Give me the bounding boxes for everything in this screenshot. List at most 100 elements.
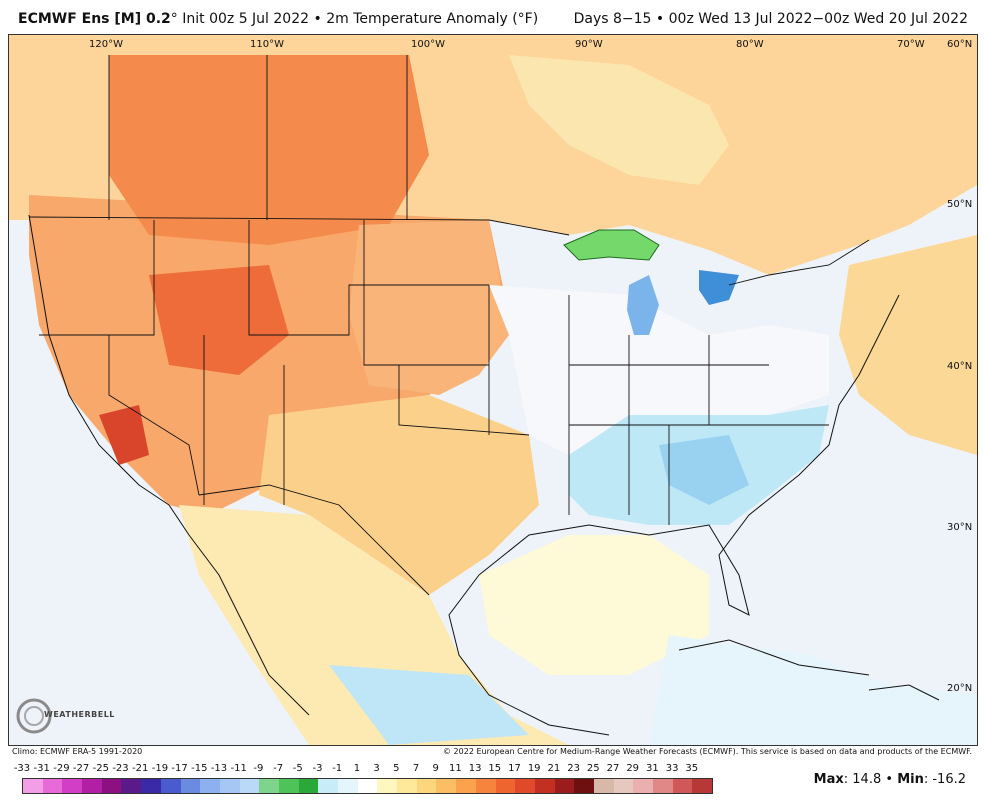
us-canada-border <box>28 216 570 236</box>
max-label: Max <box>813 772 844 787</box>
legend-swatch <box>692 779 713 793</box>
political-boundaries <box>28 55 870 596</box>
state-line-nevada <box>108 335 200 496</box>
legend-tick-label: 23 <box>567 763 580 774</box>
legend-swatch <box>534 779 555 793</box>
field-name: 2m Temperature Anomaly (°F) <box>326 11 539 27</box>
us-mexico-border <box>198 484 430 596</box>
legend-swatch <box>653 779 673 793</box>
legend-swatch <box>62 779 83 793</box>
state-line-plains <box>363 220 489 366</box>
atlantic-gulf-coast <box>478 294 900 616</box>
southeast-cooler-core <box>659 435 749 505</box>
degree-sign: ° <box>170 11 178 27</box>
lake-huron <box>699 270 739 305</box>
us-canada-border-east <box>728 239 870 286</box>
legend-swatch <box>633 779 653 793</box>
legend-tick-label: 35 <box>685 763 699 774</box>
stats-separator: • <box>885 772 894 787</box>
legend-swatch <box>554 779 575 793</box>
plains-warm-region <box>349 220 509 395</box>
state-line-nw <box>39 220 155 336</box>
legend-swatch <box>613 779 634 793</box>
legend-swatch <box>593 779 614 793</box>
legend-tick-label: 27 <box>606 763 620 774</box>
cuba-outline <box>678 639 870 676</box>
logo-text: WEATHERBELL <box>44 710 115 719</box>
legend-tick-label: -7 <box>273 763 284 774</box>
legend-tick-label: 33 <box>665 763 679 774</box>
legend-tick-label: 3 <box>373 763 380 774</box>
gulf-coast-mexico <box>448 574 610 736</box>
lake-superior <box>563 229 660 261</box>
southern-mexico-cool-region <box>329 665 529 745</box>
northeast-atlantic-warm-region <box>839 235 977 455</box>
legend-tick-label: -25 <box>92 763 109 774</box>
legend-swatch <box>357 779 378 793</box>
legend-swatch <box>239 779 260 793</box>
hispaniola-outline <box>868 684 940 701</box>
legend-tick-label: 19 <box>527 763 541 774</box>
legend-swatch <box>456 779 476 793</box>
color-legend: -33 -31 -29 -27 -25 -23 -21 -19 -17 -15 -13 -11 -9 -7… <box>14 763 714 795</box>
legend-tick-label: -3 <box>312 763 323 774</box>
legend-swatch <box>515 779 535 793</box>
legend-tick-label: -27 <box>72 763 90 774</box>
legend-tick-label: -17 <box>171 763 188 774</box>
valid-period: Days 8−15 • 00z Wed 13 Jul 2022−00z Wed … <box>573 11 968 27</box>
legend-swatch <box>259 779 279 793</box>
legend-swatch <box>377 779 398 793</box>
legend-swatch <box>318 779 338 793</box>
lat-label-30: 30°N <box>947 522 972 533</box>
great-basin-hot-region <box>149 265 289 375</box>
legend-swatch <box>200 779 220 793</box>
legend-tick-label: -29 <box>53 763 70 774</box>
legend-tick-label: -21 <box>132 763 149 774</box>
coastlines <box>28 214 940 736</box>
legend-tick-label: 29 <box>626 763 640 774</box>
legend-tick-label: -1 <box>332 763 343 774</box>
pacific-coast <box>28 214 170 506</box>
anomaly-map: 60°N 50°N 40°N 30°N 20°N 120°W 110°W 100… <box>8 34 978 746</box>
weatherbell-logo: WEATHERBELL <box>14 694 114 738</box>
northern-rockies-hot-region <box>109 55 429 245</box>
climo-note: Climo: ECMWF ERA-5 1991-2020 <box>12 747 143 756</box>
legend-swatch <box>160 779 181 793</box>
hudson-bay-region <box>509 55 729 185</box>
legend-swatch <box>574 779 594 793</box>
texas-warm-region <box>259 395 539 595</box>
min-value: -16.2 <box>932 772 966 787</box>
legend-swatch <box>298 779 319 793</box>
legend-tick-label: 21 <box>547 763 561 774</box>
legend-swatch <box>397 779 417 793</box>
legend-tick-label: 5 <box>393 763 400 774</box>
legend-swatch <box>101 779 122 793</box>
map-canvas: 60°N 50°N 40°N 30°N 20°N 120°W 110°W 100… <box>9 35 977 745</box>
lat-label-40: 40°N <box>947 361 972 372</box>
min-label: Min <box>897 772 924 787</box>
legend-swatch <box>219 779 240 793</box>
model-name: ECMWF Ens [M] 0.2 <box>18 11 171 27</box>
title-separator: • <box>313 11 322 27</box>
legend-swatch <box>278 779 299 793</box>
legend-tick-label: 13 <box>468 763 482 774</box>
legend-tick-label: 15 <box>488 763 502 774</box>
state-line-mountain <box>248 220 489 336</box>
legend-tick-label: 7 <box>412 763 420 774</box>
legend-swatch <box>180 779 201 793</box>
lat-label-20: 20°N <box>947 683 972 694</box>
map-header: ECMWF Ens [M] 0.2° Init 00z 5 Jul 2022 •… <box>0 0 984 34</box>
lon-label-70w: 70°W <box>897 39 925 50</box>
legend-tick-label: -23 <box>112 763 129 774</box>
legend-swatch <box>121 779 142 793</box>
map-title: ECMWF Ens [M] 0.2° Init 00z 5 Jul 2022 •… <box>18 11 538 27</box>
legend-swatch <box>23 779 43 793</box>
lon-label-120w: 120°W <box>89 39 123 50</box>
legend-tick-label: -5 <box>292 763 303 774</box>
lat-label-60: 60°N <box>947 39 972 50</box>
legend-tick-label: -19 <box>151 763 169 774</box>
legend-tick-labels: -33 -31 -29 -27 -25 -23 -21 -19 -17 -15 -13 -11 -9 -7… <box>14 763 714 777</box>
state-line-ok <box>398 365 530 436</box>
lon-label-100w: 100°W <box>411 39 445 50</box>
midwest-neutral-region <box>489 285 829 455</box>
